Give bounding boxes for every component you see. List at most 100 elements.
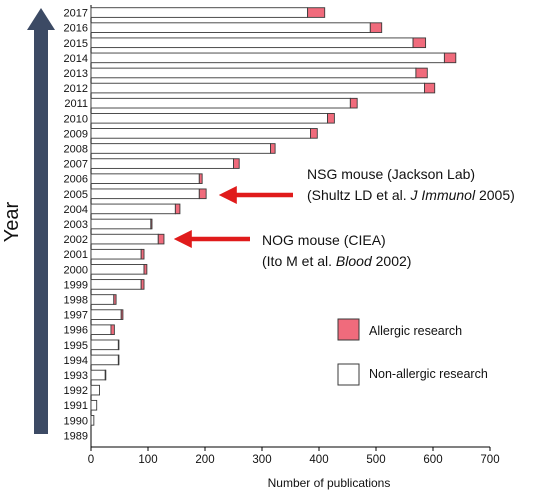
bar-allergic	[104, 369, 107, 381]
y-tick-label: 1991	[64, 400, 88, 412]
bar-non-allergic	[90, 294, 115, 305]
bar-non-allergic	[90, 37, 414, 49]
y-tick-label: 2010	[64, 113, 88, 125]
bar-allergic	[307, 7, 326, 18]
y-tick-label: 1996	[64, 325, 88, 337]
bar-allergic	[349, 97, 358, 109]
bar-allergic	[110, 324, 115, 336]
y-tick-label: 1999	[64, 279, 88, 291]
bar-non-allergic	[90, 324, 112, 336]
y-axis-label: Year	[1, 201, 23, 242]
bar-non-allergic	[90, 82, 425, 94]
y-tick-label: 1989	[64, 430, 88, 442]
x-tick-label: 700	[480, 454, 499, 466]
x-tick-label: 0	[88, 454, 94, 466]
year-axis-arrow	[27, 8, 55, 434]
legend-label-non-allergic: Non-allergic research	[369, 367, 488, 381]
x-tick-label: 100	[138, 454, 157, 466]
x-axis-label: Number of publications	[268, 476, 391, 490]
y-tick-label: 1994	[64, 355, 88, 367]
legend: Allergic research Non-allergic research	[337, 318, 488, 386]
x-tick-label: 300	[252, 454, 271, 466]
bar-allergic	[120, 309, 124, 320]
bar-non-allergic	[90, 128, 311, 139]
y-tick-label: 2005	[64, 189, 88, 201]
bar-non-allergic	[90, 354, 119, 366]
y-tick-label: 2015	[64, 38, 88, 50]
year-arrow-head	[27, 8, 55, 30]
bar-allergic	[424, 82, 436, 94]
bar-non-allergic	[90, 339, 119, 351]
bar-non-allergic	[90, 22, 371, 33]
bar-allergic	[443, 52, 457, 64]
bar-allergic	[369, 22, 383, 33]
bar-allergic	[270, 143, 276, 154]
legend-swatch-allergic	[337, 318, 360, 341]
y-tick-label: 1993	[64, 370, 88, 382]
annotation-nsg: NSG mouse (Jackson Lab) (Shultz LD et al…	[218, 166, 515, 204]
bar-allergic	[140, 279, 145, 290]
y-tick-label: 1997	[64, 310, 88, 322]
bar-non-allergic	[90, 52, 445, 64]
bar-allergic	[310, 128, 318, 139]
bar-allergic	[233, 158, 240, 169]
y-tick-label: 2009	[64, 128, 88, 140]
bar-allergic	[140, 248, 145, 260]
annotation-nog-title: NOG mouse (CIEA)	[262, 232, 386, 248]
y-tick-label: 2011	[64, 98, 88, 110]
y-tick-label: 1995	[64, 340, 88, 352]
y-tick-label: 1992	[64, 385, 88, 397]
bar-non-allergic	[90, 112, 329, 124]
x-tick-label: 400	[309, 454, 328, 466]
bar-non-allergic	[90, 309, 122, 320]
y-tick-label: 2008	[64, 143, 88, 155]
bar-non-allergic	[90, 173, 200, 184]
bar-allergic	[198, 173, 203, 184]
bar-non-allergic	[90, 415, 95, 426]
bar-non-allergic	[90, 203, 176, 215]
y-tick-label: 2017	[64, 8, 88, 20]
x-tick-label: 200	[195, 454, 214, 466]
y-tick-label: 1990	[64, 415, 88, 427]
bars	[90, 7, 457, 426]
bar-allergic	[150, 218, 153, 230]
y-tick-label: 2000	[64, 264, 88, 276]
tick-labels: 0 100 200 300 400 500 600 700 2017 2016 2015 2014 20…	[64, 8, 500, 466]
y-tick-label: 2003	[64, 219, 88, 231]
y-tick-label: 2006	[64, 174, 88, 186]
bar-allergic	[117, 339, 120, 351]
bar-allergic	[415, 67, 428, 79]
y-tick-label: 2007	[64, 159, 88, 171]
bar-non-allergic	[90, 248, 142, 260]
bar-non-allergic	[90, 158, 234, 169]
y-tick-label: 2004	[64, 204, 88, 216]
bar-allergic	[143, 264, 148, 275]
bar-allergic	[174, 203, 181, 215]
bar-non-allergic	[90, 67, 417, 79]
bar-non-allergic	[90, 399, 98, 411]
x-tick-label: 500	[366, 454, 385, 466]
legend-label-allergic: Allergic research	[369, 324, 462, 338]
y-tick-label: 1998	[64, 295, 88, 307]
bar-allergic	[113, 294, 117, 305]
annotation-nsg-title: NSG mouse (Jackson Lab)	[307, 166, 475, 182]
bar-non-allergic	[90, 143, 272, 154]
annotation-nsg-citation: (Shultz LD et al. J Immunol 2005)	[307, 187, 515, 203]
bar-non-allergic	[90, 233, 159, 245]
bar-allergic	[198, 188, 207, 200]
bar-allergic	[157, 233, 165, 245]
year-arrow-shaft	[34, 28, 48, 434]
bar-allergic	[327, 112, 335, 124]
bar-non-allergic	[90, 97, 351, 109]
bar-non-allergic	[90, 369, 106, 381]
x-tick-label: 600	[423, 454, 442, 466]
bar-non-allergic	[90, 384, 101, 396]
bar-non-allergic	[90, 279, 142, 290]
bar-non-allergic	[90, 188, 200, 200]
bar-allergic	[117, 354, 120, 366]
y-tick-label: 2014	[64, 53, 88, 65]
annotation-nog-citation: (Ito M et al. Blood 2002)	[262, 253, 411, 269]
y-tick-label: 2016	[64, 23, 88, 35]
bar-non-allergic	[90, 264, 145, 275]
